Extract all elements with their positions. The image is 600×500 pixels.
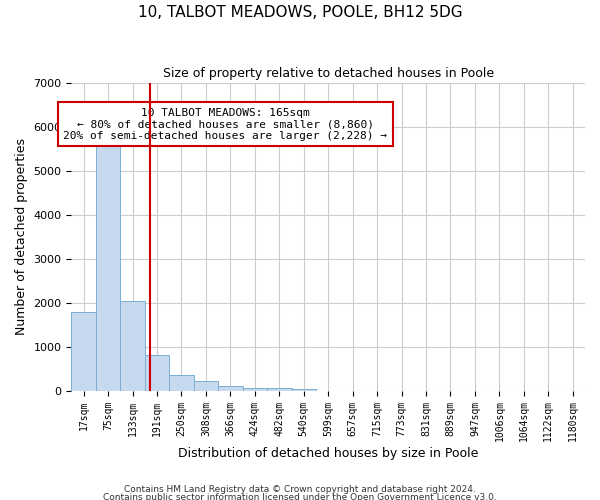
Title: Size of property relative to detached houses in Poole: Size of property relative to detached ho…	[163, 68, 494, 80]
Text: 10 TALBOT MEADOWS: 165sqm
← 80% of detached houses are smaller (8,860)
20% of se: 10 TALBOT MEADOWS: 165sqm ← 80% of detac…	[64, 108, 388, 141]
Bar	[194, 381, 218, 390]
Text: 10, TALBOT MEADOWS, POOLE, BH12 5DG: 10, TALBOT MEADOWS, POOLE, BH12 5DG	[137, 5, 463, 20]
Bar	[145, 354, 169, 390]
Bar	[121, 300, 145, 390]
Bar	[292, 389, 316, 390]
Bar	[242, 388, 267, 390]
Bar	[267, 388, 292, 390]
X-axis label: Distribution of detached houses by size in Poole: Distribution of detached houses by size …	[178, 447, 478, 460]
Y-axis label: Number of detached properties: Number of detached properties	[15, 138, 28, 336]
Text: Contains HM Land Registry data © Crown copyright and database right 2024.: Contains HM Land Registry data © Crown c…	[124, 486, 476, 494]
Text: Contains public sector information licensed under the Open Government Licence v3: Contains public sector information licen…	[103, 492, 497, 500]
Bar	[71, 312, 96, 390]
Bar	[218, 386, 242, 390]
Bar	[169, 375, 194, 390]
Bar	[96, 138, 121, 390]
